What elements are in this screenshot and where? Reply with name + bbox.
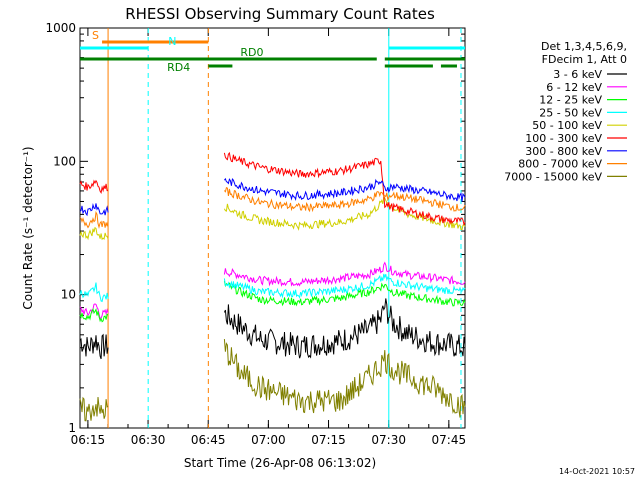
x-tick-label: 07:45 [432, 433, 467, 447]
legend-label: 300 - 800 keV [525, 145, 602, 158]
flag-label-s: S [92, 29, 99, 42]
x-axis-label: Start Time (26-Apr-08 06:13:02) [184, 456, 376, 470]
y-tick-label: 1 [68, 421, 76, 435]
x-tick-label: 06:45 [191, 433, 226, 447]
flag-label-rd0: RD0 [240, 46, 263, 59]
series-line-1 [79, 298, 466, 360]
series-line-5 [79, 195, 466, 241]
legend-title-line-2: FDecim 1, Att 0 [542, 53, 627, 66]
legend-label: 3 - 6 keV [553, 68, 602, 81]
series-line-9 [79, 339, 466, 422]
series-line-2 [79, 261, 466, 320]
flag-label-n: N [168, 35, 176, 48]
y-axis-label: Count Rate (s⁻¹ detector⁻¹) [21, 146, 35, 309]
y-tick-label: 1000 [45, 21, 76, 35]
y-tick-label: 10 [61, 288, 76, 302]
chart-title: RHESSI Observing Summary Count Rates [125, 5, 435, 23]
series-line-4 [79, 273, 466, 303]
legend-label: 50 - 100 keV [532, 119, 602, 132]
series-line-7 [79, 177, 466, 217]
legend-label: 7000 - 15000 keV [504, 170, 602, 183]
legend-title-line-1: Det 1,3,4,5,6,9, [541, 40, 627, 53]
x-tick-label: 07:00 [251, 433, 286, 447]
legend-label: 100 - 300 keV [525, 132, 602, 145]
series-line-8 [79, 187, 466, 229]
flag-label-rd4: RD4 [167, 61, 190, 74]
series-line-6 [79, 151, 466, 226]
x-tick-label: 06:15 [71, 433, 106, 447]
series-line-3 [79, 280, 466, 323]
legend-label: 12 - 25 keV [539, 94, 602, 107]
legend-label: 25 - 50 keV [539, 106, 602, 119]
legend-label: 800 - 7000 keV [518, 158, 602, 171]
x-tick-label: 06:30 [131, 433, 166, 447]
timestamp: 14-Oct-2021 10:57 [559, 467, 635, 476]
x-tick-label: 07:15 [311, 433, 346, 447]
plot-frame [79, 27, 466, 429]
x-tick-label: 07:30 [371, 433, 406, 447]
y-tick-label: 100 [53, 154, 76, 168]
legend-label: 6 - 12 keV [546, 81, 602, 94]
